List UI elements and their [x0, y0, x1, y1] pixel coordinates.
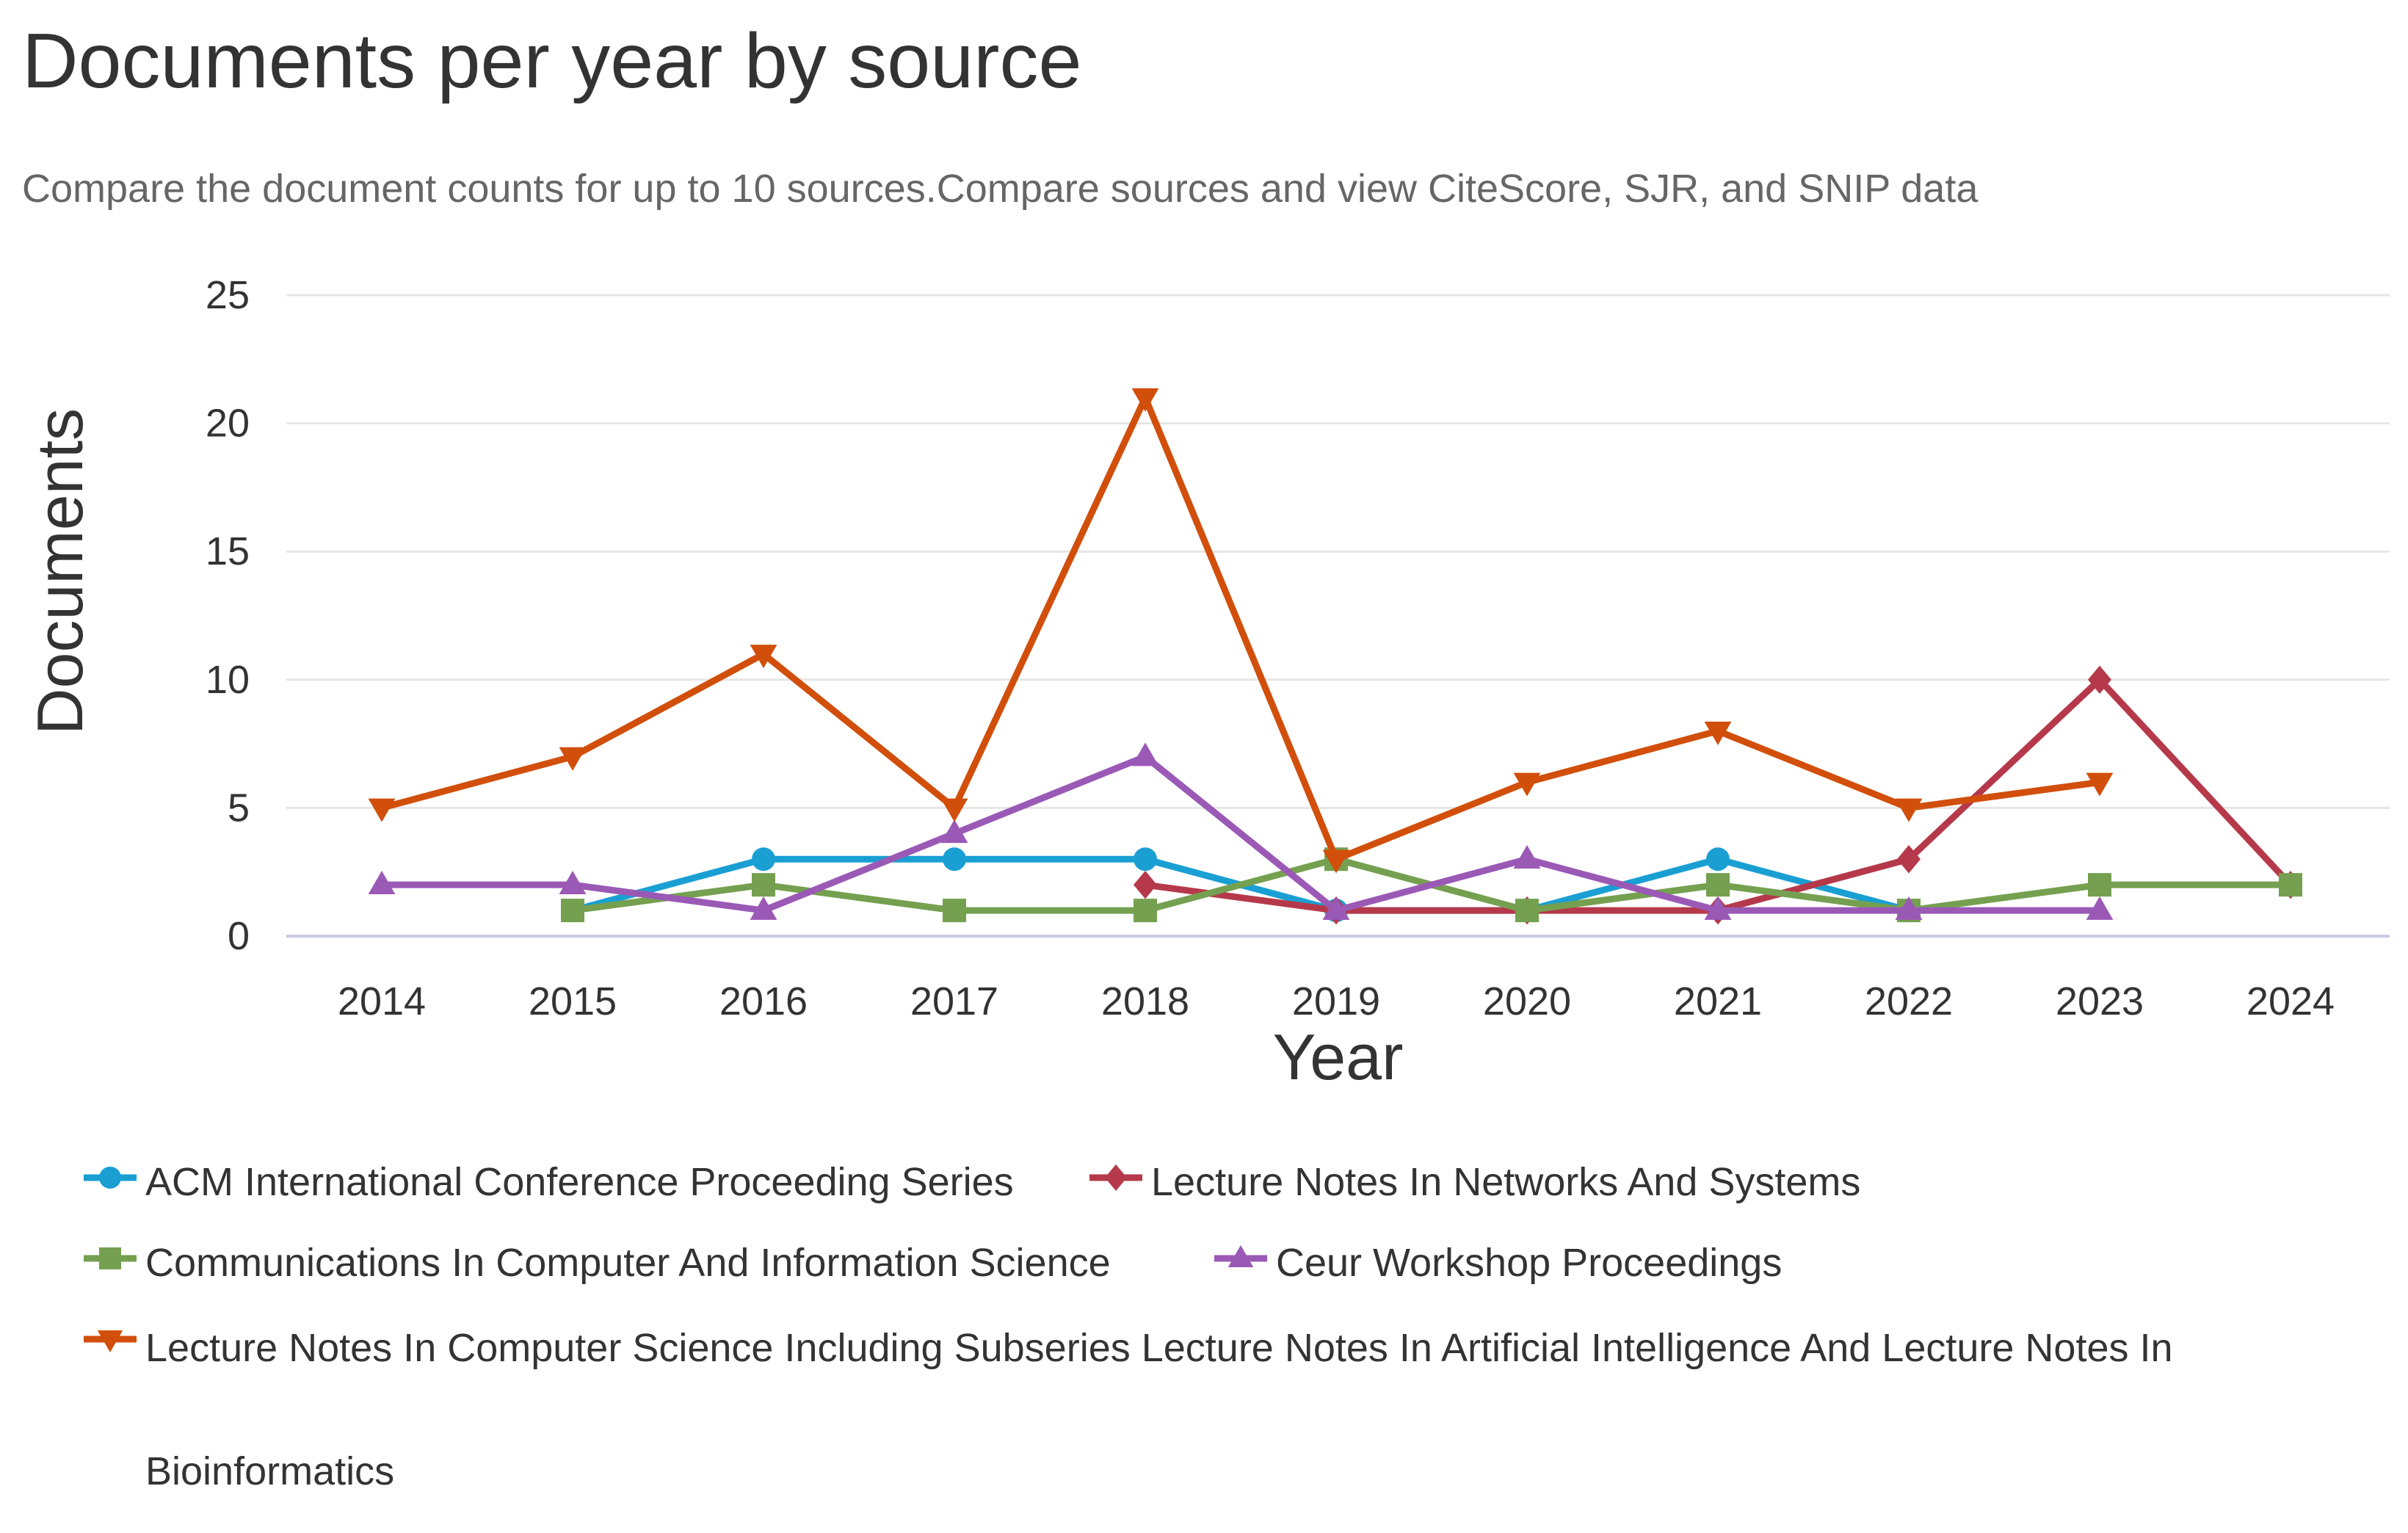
y-tick-label: 0 [228, 914, 250, 958]
y-tick-label: 5 [228, 786, 250, 830]
x-tick-label: 2023 [2056, 979, 2144, 1023]
legend-symbol-square [84, 1247, 137, 1269]
y-tick-label: 20 [206, 402, 250, 446]
legend-symbol-triangle [1214, 1245, 1267, 1267]
data-point[interactable] [752, 873, 775, 897]
x-tick-label: 2024 [2246, 979, 2335, 1023]
data-point[interactable] [940, 798, 968, 822]
data-point[interactable] [1513, 845, 1541, 869]
data-point[interactable] [1322, 896, 1350, 920]
data-point[interactable] [559, 870, 587, 894]
legend-symbol-circle [84, 1167, 137, 1189]
legend-marker [1227, 1245, 1254, 1267]
data-point[interactable] [1895, 896, 1923, 920]
data-point[interactable] [561, 899, 584, 923]
series-lines [368, 388, 2302, 925]
x-tick-label: 2019 [1292, 979, 1380, 1023]
y-tick-label: 25 [206, 273, 250, 317]
y-axis-title: Documents [23, 408, 96, 735]
y-axis-ticks: 0 5 10 15 20 25 [206, 273, 250, 958]
data-point[interactable] [1706, 873, 1730, 897]
x-tick-label: 2014 [338, 979, 426, 1023]
data-point[interactable] [940, 819, 968, 844]
y-tick-label: 10 [206, 658, 250, 702]
legend-label-acm: ACM International Conference Proceeding … [145, 1160, 1014, 1204]
legend-marker [1105, 1164, 1127, 1191]
data-point[interactable] [559, 747, 587, 771]
series-line [382, 753, 2100, 914]
data-point[interactable] [1134, 847, 1157, 871]
legend-marker [99, 1167, 121, 1189]
series-line [380, 394, 2100, 863]
x-tick-label: 2018 [1101, 979, 1189, 1023]
legend-label-ccis: Communications In Computer And Informati… [145, 1241, 1111, 1285]
data-point[interactable] [2279, 873, 2302, 897]
data-point[interactable] [2088, 873, 2111, 897]
legend-label-ceur: Ceur Workshop Proceedings [1276, 1241, 1783, 1285]
data-point[interactable] [1895, 798, 1923, 822]
data-point[interactable] [943, 847, 966, 871]
data-point[interactable] [1134, 899, 1157, 923]
page-subtitle: Compare the document counts for up to 10… [22, 167, 1979, 211]
data-point[interactable] [2088, 665, 2111, 694]
data-point[interactable] [1131, 742, 1159, 766]
page-title: Documents per year by source [22, 18, 1082, 104]
legend-marker [99, 1247, 121, 1269]
series-3 [368, 742, 2114, 920]
data-point[interactable] [1897, 845, 1921, 874]
data-point[interactable] [1131, 388, 1159, 412]
data-point[interactable] [1322, 849, 1350, 874]
data-point[interactable] [750, 896, 777, 920]
x-tick-label: 2015 [529, 979, 617, 1023]
x-tick-label: 2020 [1483, 979, 1571, 1023]
series-4 [368, 388, 2114, 874]
data-point[interactable] [1704, 896, 1732, 920]
data-point[interactable] [752, 847, 775, 871]
data-point[interactable] [1706, 847, 1730, 871]
data-point[interactable] [1513, 772, 1541, 797]
x-tick-label: 2016 [719, 979, 808, 1023]
legend-symbol-diamond [1089, 1164, 1142, 1191]
grid-lines [286, 294, 2390, 938]
x-axis-ticks: 2014 2015 2016 2017 2018 2019 2020 2021 2022 2023… [338, 979, 2335, 1023]
legend-symbol-triangle-down [84, 1330, 137, 1352]
data-point[interactable] [1134, 870, 1157, 899]
legend-marker [97, 1330, 123, 1352]
legend-label-lncs: Lecture Notes In Computer Science Includ… [145, 1326, 2173, 1493]
x-tick-label: 2022 [1865, 979, 1953, 1023]
legend-label-lnns: Lecture Notes In Networks And Systems [1151, 1160, 1861, 1204]
x-axis-title: Year [1273, 1021, 1404, 1093]
data-point[interactable] [2086, 896, 2114, 920]
data-point[interactable] [1515, 899, 1539, 923]
x-tick-label: 2021 [1674, 979, 1762, 1023]
data-point[interactable] [750, 645, 777, 669]
data-point[interactable] [368, 870, 396, 894]
data-point[interactable] [943, 899, 966, 923]
x-tick-label: 2017 [910, 979, 998, 1023]
data-point[interactable] [2086, 772, 2114, 797]
data-point[interactable] [368, 798, 396, 822]
y-tick-label: 15 [206, 529, 250, 573]
data-point[interactable] [1704, 721, 1732, 745]
